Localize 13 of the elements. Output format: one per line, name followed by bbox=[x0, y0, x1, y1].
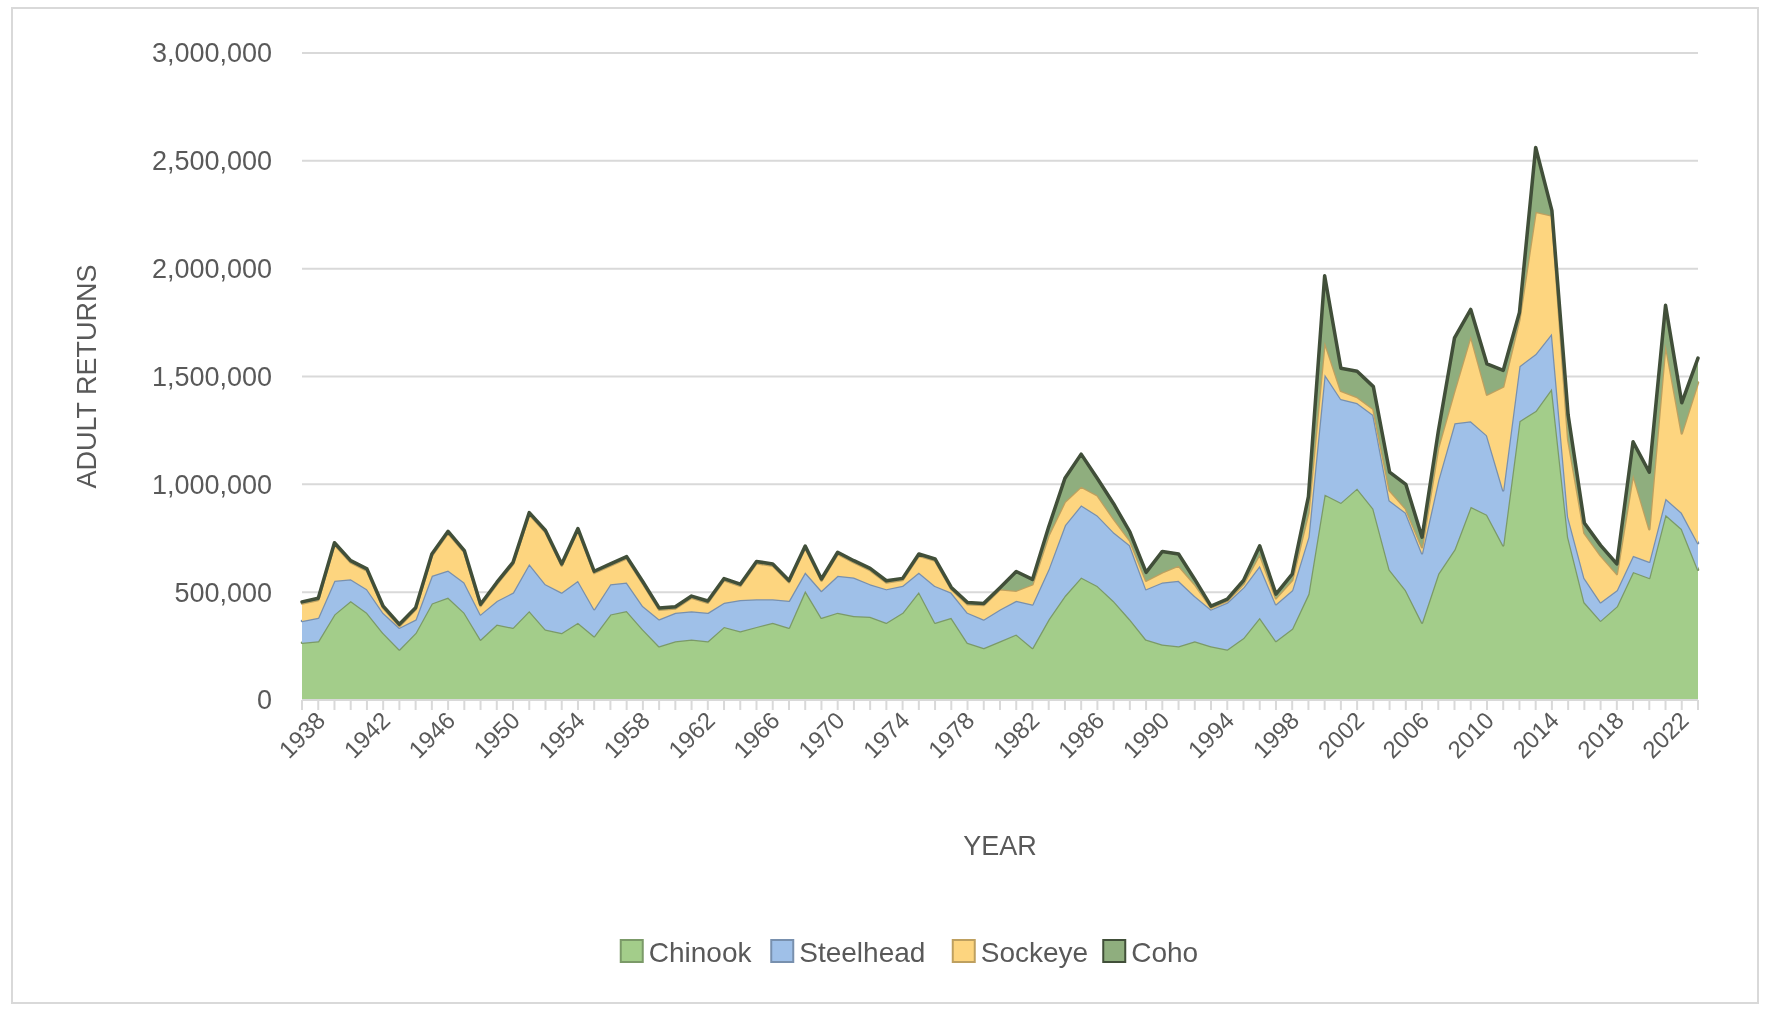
legend-label: Coho bbox=[1131, 936, 1199, 968]
y-tick-label: 1,500,000 bbox=[151, 361, 272, 392]
x-axis-title: YEAR bbox=[963, 831, 1037, 861]
y-axis-title: ADULT RETURNS bbox=[72, 264, 102, 489]
y-tick-label: 500,000 bbox=[174, 577, 272, 608]
legend-label: Steelhead bbox=[799, 936, 926, 968]
legend-label: Sockeye bbox=[980, 936, 1089, 968]
legend-label: Chinook bbox=[648, 936, 753, 968]
y-tick-label: 3,000,000 bbox=[151, 38, 272, 69]
y-tick-label: 1,000,000 bbox=[151, 469, 272, 500]
y-tick-label: 2,500,000 bbox=[151, 146, 272, 177]
y-tick-label: 2,000,000 bbox=[151, 254, 272, 285]
y-tick-label: 0 bbox=[256, 685, 272, 716]
